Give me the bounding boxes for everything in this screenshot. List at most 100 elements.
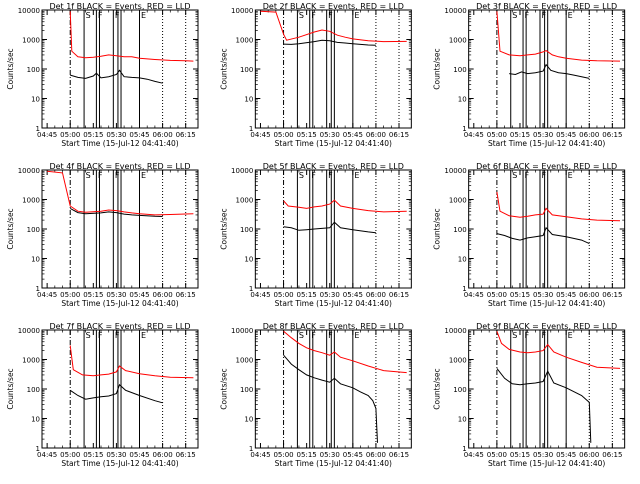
y-tick-label: 10000 <box>444 167 466 175</box>
panel-title: Det 2f BLACK = Events, RED = LLD <box>263 2 404 11</box>
y-tick-label: 1 <box>462 285 466 293</box>
panel-8: Det 8f BLACK = Events, RED = LLD 1 10 100 10… <box>219 322 412 468</box>
x-tick-label: 05:45 <box>343 131 363 139</box>
x-tick-label: 05:45 <box>556 291 576 299</box>
y-tick-label: 10000 <box>18 327 40 335</box>
lld-series-line <box>496 191 621 222</box>
y-tick-label: 100 <box>453 226 466 234</box>
y-tick-label: 1000 <box>236 357 254 365</box>
flare-marker-s: S <box>512 171 517 180</box>
x-tick-label: 05:00 <box>273 131 293 139</box>
flare-marker-f: F <box>311 171 316 180</box>
x-tick-label: 04:45 <box>250 291 270 299</box>
x-tick-label: 05:45 <box>129 291 149 299</box>
y-axis-label: Counts/sec <box>219 208 228 249</box>
x-tick-label: 06:15 <box>176 291 196 299</box>
y-tick-label: 1 <box>462 445 466 453</box>
events-series-line <box>496 226 590 245</box>
flare-marker-s: S <box>299 171 304 180</box>
events-series-line <box>509 63 590 79</box>
plot-frame <box>468 9 626 129</box>
y-tick-label: 1 <box>36 285 40 293</box>
plot-frame <box>41 9 199 129</box>
y-axis-label: Counts/sec <box>433 48 442 89</box>
x-tick-label: 06:15 <box>602 451 622 459</box>
lld-series-line <box>283 330 407 374</box>
x-tick-label: 04:45 <box>37 451 57 459</box>
x-tick-label: 06:15 <box>389 451 409 459</box>
x-tick-label: 04:45 <box>37 291 57 299</box>
flare-marker-e: E <box>354 11 359 20</box>
y-tick-label: 1 <box>249 445 253 453</box>
y-axis-label: Counts/sec <box>6 208 15 249</box>
y-tick-label: 10 <box>458 96 467 104</box>
plot-frame <box>41 329 199 449</box>
x-tick-label: 05:45 <box>556 131 576 139</box>
flare-marker-f: F <box>98 331 103 340</box>
x-tick-label: 06:00 <box>579 291 599 299</box>
flare-marker-f: F <box>98 171 103 180</box>
x-tick-label: 06:15 <box>176 451 196 459</box>
y-axis-label: Counts/sec <box>219 368 228 409</box>
x-tick-label: 05:30 <box>106 451 126 459</box>
flare-marker-f: F <box>115 171 120 180</box>
x-tick-label: 05:15 <box>297 451 317 459</box>
flare-marker-s: S <box>299 11 304 20</box>
x-tick-label: 04:45 <box>250 451 270 459</box>
x-tick-label: 05:45 <box>343 291 363 299</box>
x-tick-label: 05:45 <box>129 451 149 459</box>
x-tick-label: 05:30 <box>320 291 340 299</box>
flare-marker-f: F <box>328 331 333 340</box>
x-axis-label: Start Time (15-Jul-12 04:41:40) <box>488 459 605 468</box>
flare-marker-f: F <box>115 331 120 340</box>
flare-marker-e: E <box>568 11 573 20</box>
x-tick-label: 05:15 <box>510 291 530 299</box>
flare-marker-e: E <box>141 331 146 340</box>
x-tick-label: 05:30 <box>320 451 340 459</box>
panel-title: Det 3f BLACK = Events, RED = LLD <box>476 2 617 11</box>
y-tick-label: 10000 <box>18 167 40 175</box>
x-tick-label: 05:30 <box>106 291 126 299</box>
y-tick-label: 1 <box>462 125 466 133</box>
y-tick-label: 1000 <box>236 197 254 205</box>
x-tick-label: 06:00 <box>366 291 386 299</box>
x-tick-label: 05:15 <box>297 291 317 299</box>
y-tick-label: 100 <box>240 226 253 234</box>
y-tick-label: 10000 <box>231 327 253 335</box>
y-axis-label: Counts/sec <box>433 208 442 249</box>
events-series-line <box>283 221 376 234</box>
flare-marker-s: S <box>86 11 91 20</box>
panel-title: Det 4f BLACK = Events, RED = LLD <box>49 162 190 171</box>
y-tick-label: 1 <box>36 445 40 453</box>
y-tick-label: 1 <box>36 125 40 133</box>
x-axis-label: Start Time (15-Jul-12 04:41:40) <box>61 299 178 308</box>
flare-marker-f: F <box>328 171 333 180</box>
x-tick-label: 05:00 <box>273 451 293 459</box>
plot-frame <box>254 169 412 289</box>
events-series-line <box>69 383 163 404</box>
y-tick-label: 1000 <box>236 37 254 45</box>
x-tick-label: 05:30 <box>320 131 340 139</box>
x-tick-label: 05:00 <box>60 131 80 139</box>
y-tick-label: 1 <box>249 285 253 293</box>
x-tick-label: 04:45 <box>250 131 270 139</box>
x-tick-label: 05:30 <box>106 131 126 139</box>
lld-series-line <box>496 11 621 62</box>
x-tick-label: 05:15 <box>510 131 530 139</box>
flare-marker-f: F <box>541 11 546 20</box>
x-tick-label: 05:15 <box>83 291 103 299</box>
y-tick-label: 10000 <box>444 327 466 335</box>
y-tick-label: 100 <box>453 386 466 394</box>
y-tick-label: 1000 <box>22 197 40 205</box>
x-tick-label: 04:45 <box>464 291 484 299</box>
x-tick-label: 05:45 <box>556 451 576 459</box>
x-tick-label: 06:00 <box>579 131 599 139</box>
y-tick-label: 100 <box>240 386 253 394</box>
flare-marker-f: F <box>115 11 120 20</box>
y-axis-label: Counts/sec <box>219 48 228 89</box>
panel-2: Det 2f BLACK = Events, RED = LLD 1 10 100 10… <box>219 2 412 148</box>
y-tick-label: 100 <box>453 66 466 74</box>
x-tick-label: 05:15 <box>297 131 317 139</box>
